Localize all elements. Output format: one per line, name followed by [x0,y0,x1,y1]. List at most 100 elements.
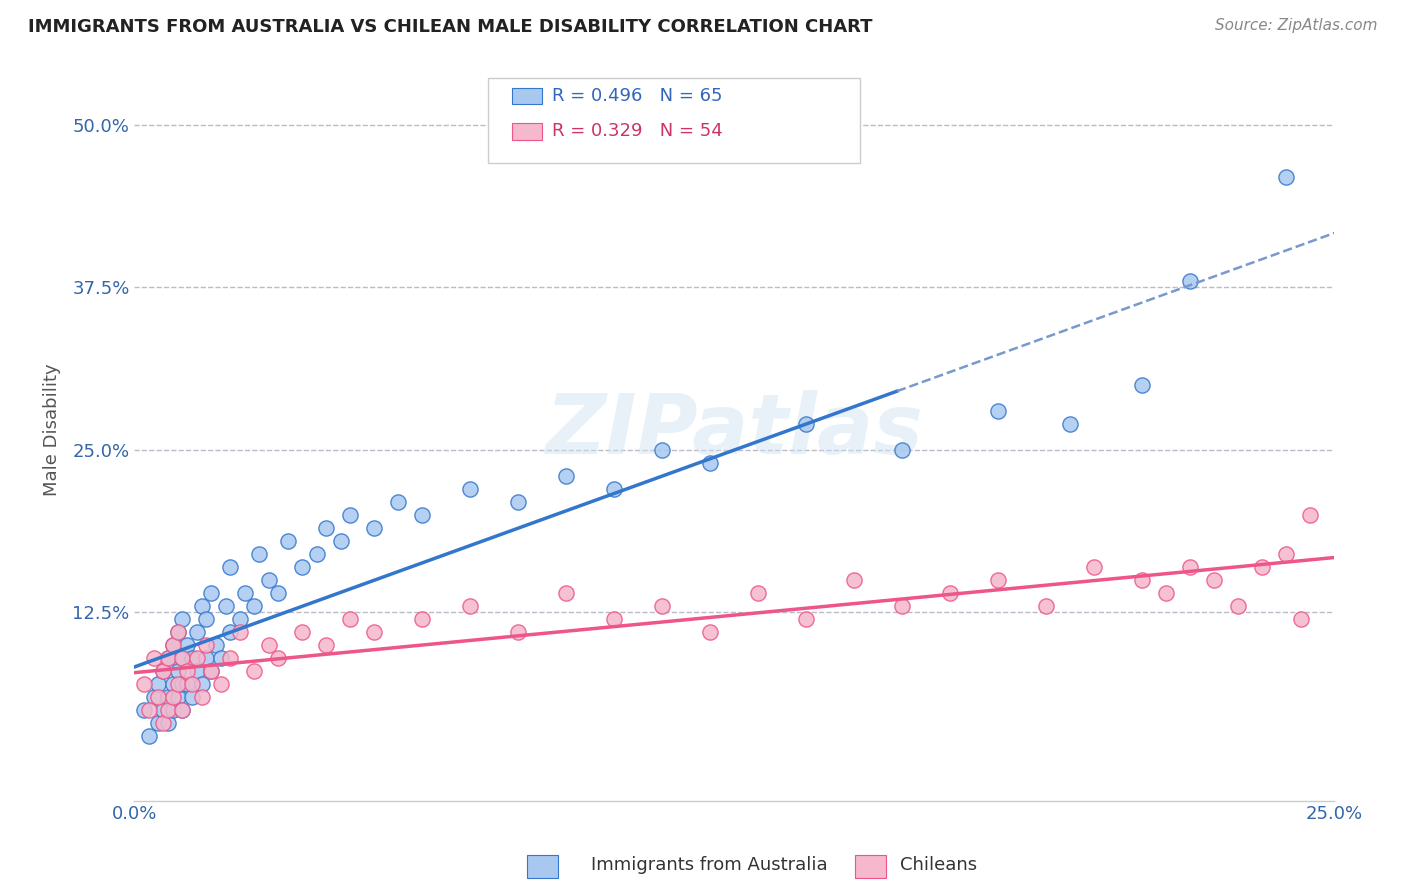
FancyBboxPatch shape [512,123,543,140]
Point [157,715,180,730]
Point [200,664,222,678]
Point [200,585,222,599]
Text: Immigrants from Australia: Immigrants from Australia [591,856,827,874]
Point [162,638,184,652]
Point [152,715,174,730]
Point [603,482,626,496]
Point [209,676,232,690]
Y-axis label: Male Disability: Male Disability [44,364,60,497]
Point [172,612,194,626]
Point [267,650,290,665]
Point [796,417,818,431]
Point [1227,599,1250,613]
Point [190,599,212,613]
Point [209,650,232,665]
Point [186,650,208,665]
Point [162,690,184,704]
Point [190,690,212,704]
Point [257,573,280,587]
Point [166,676,188,690]
Point [176,638,198,652]
Point [796,612,818,626]
Point [181,676,204,690]
Point [1275,169,1298,184]
Point [460,482,482,496]
Point [219,650,242,665]
Point [186,664,208,678]
Text: Source: ZipAtlas.com: Source: ZipAtlas.com [1215,18,1378,33]
Point [166,664,188,678]
Point [176,664,198,678]
Point [181,650,204,665]
Point [152,664,174,678]
Text: Chileans: Chileans [900,856,977,874]
Point [172,676,194,690]
Point [142,690,165,704]
Text: R = 0.329   N = 54: R = 0.329 N = 54 [553,122,723,140]
Point [166,624,188,639]
Point [148,715,170,730]
Point [229,624,252,639]
Point [1299,508,1322,522]
Point [1083,559,1105,574]
Point [166,624,188,639]
Point [243,599,266,613]
Point [219,559,242,574]
Point [142,650,165,665]
Point [162,638,184,652]
Point [939,585,962,599]
Point [603,612,626,626]
Point [233,585,256,599]
Point [157,650,180,665]
Point [387,494,409,508]
Point [219,624,242,639]
Point [148,676,170,690]
Point [132,676,155,690]
Point [190,676,212,690]
Point [195,612,218,626]
Point [157,650,180,665]
Point [138,703,160,717]
Point [172,650,194,665]
Point [257,638,280,652]
Text: R = 0.496   N = 65: R = 0.496 N = 65 [553,87,723,105]
Point [148,690,170,704]
Point [1130,377,1153,392]
Point [1204,573,1226,587]
Point [157,703,180,717]
Point [138,729,160,743]
Point [200,664,222,678]
Point [162,703,184,717]
Point [172,703,194,717]
Point [844,573,866,587]
Point [229,612,252,626]
Point [1275,547,1298,561]
Point [315,520,337,534]
Point [152,703,174,717]
Point [699,456,721,470]
Point [363,520,385,534]
Point [1180,274,1202,288]
Point [186,624,208,639]
FancyBboxPatch shape [488,78,860,163]
Point [1059,417,1081,431]
Point [1251,559,1274,574]
Point [195,638,218,652]
Point [205,638,228,652]
Point [411,612,433,626]
Point [172,703,194,717]
Point [291,624,314,639]
Point [699,624,721,639]
Point [267,585,290,599]
Point [166,690,188,704]
Point [555,585,578,599]
Text: IMMIGRANTS FROM AUSTRALIA VS CHILEAN MALE DISABILITY CORRELATION CHART: IMMIGRANTS FROM AUSTRALIA VS CHILEAN MAL… [28,18,873,36]
Point [172,650,194,665]
Point [555,468,578,483]
Point [176,676,198,690]
Point [508,624,530,639]
Point [132,703,155,717]
Point [305,547,328,561]
Point [291,559,314,574]
Point [339,508,361,522]
